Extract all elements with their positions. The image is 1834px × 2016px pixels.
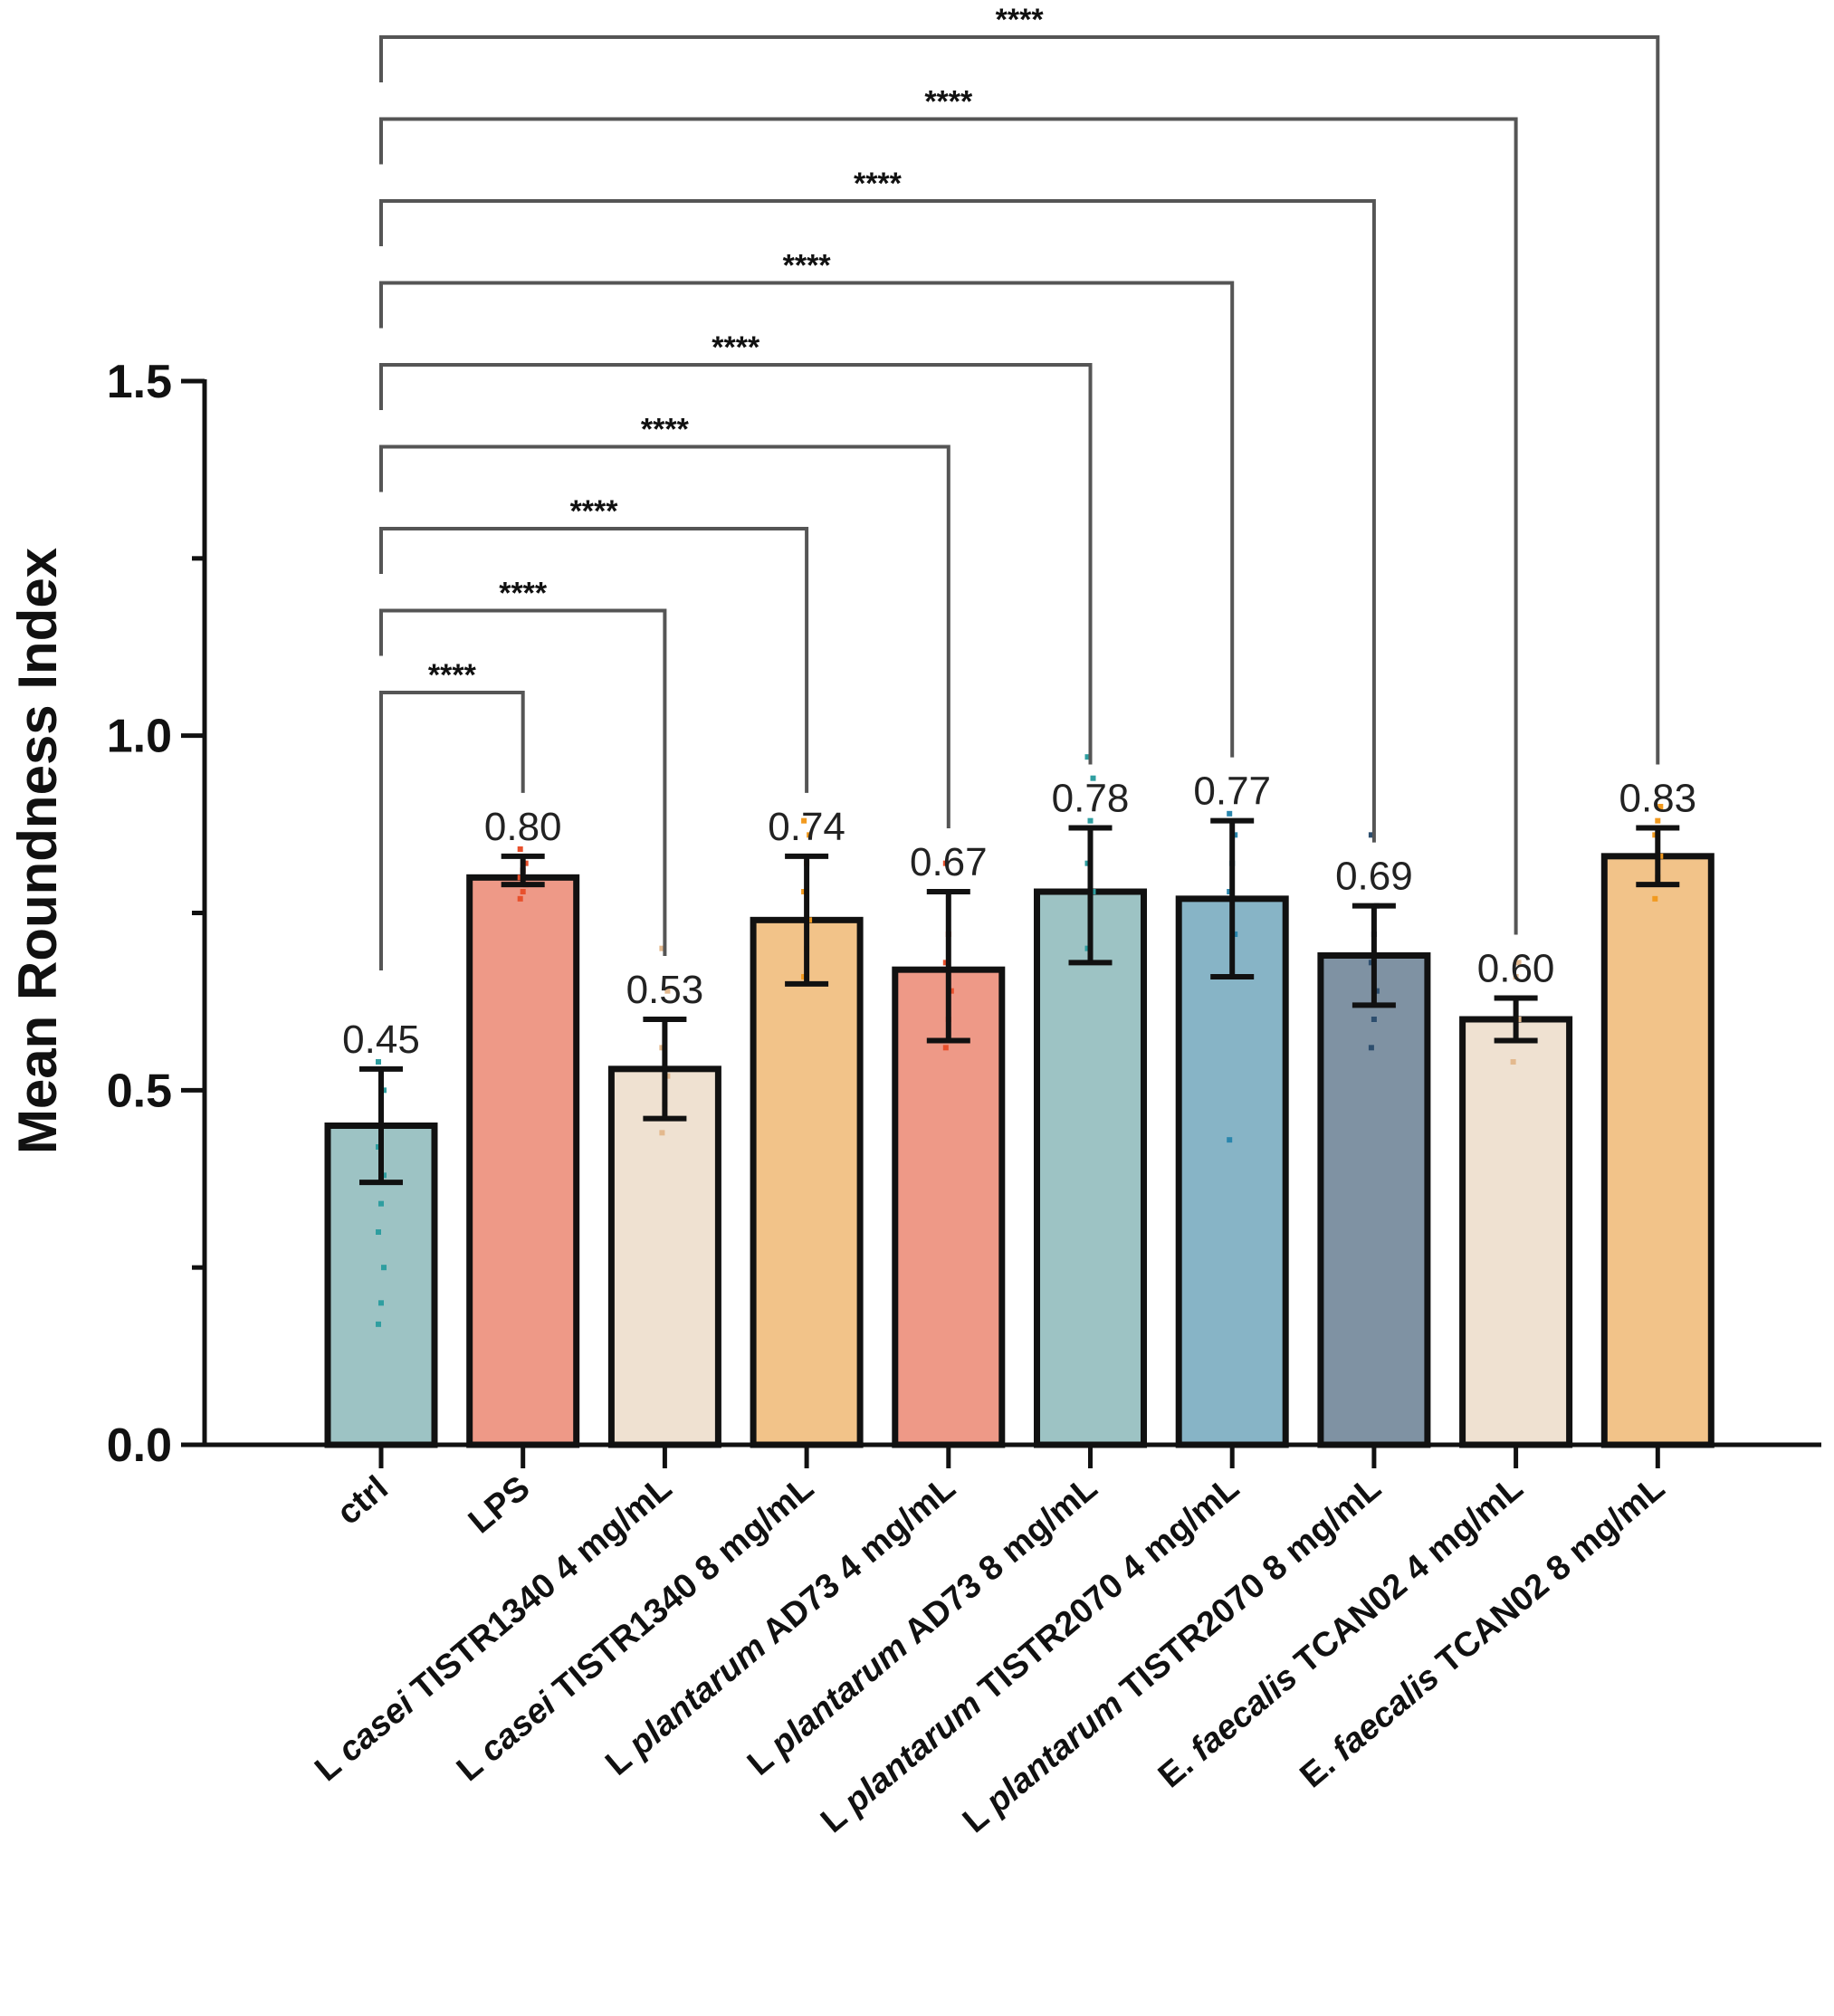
bar	[607, 1065, 721, 1448]
value-label: 0.53	[626, 968, 704, 1012]
value-label: 0.78	[1052, 777, 1130, 821]
significance-bracket	[379, 281, 1235, 758]
data-point	[517, 895, 523, 902]
bar	[1175, 895, 1289, 1448]
significance-label: ****	[641, 413, 690, 447]
data-point	[1368, 832, 1374, 838]
data-point	[942, 860, 949, 866]
significance-bracket	[379, 444, 950, 828]
significance-label: ****	[570, 494, 619, 529]
bar	[1459, 1016, 1573, 1448]
value-label: 0.80	[484, 805, 562, 849]
significance-label: ****	[854, 167, 903, 201]
data-point	[376, 1059, 381, 1065]
data-point	[381, 1265, 387, 1271]
plot-area: 0.0 0.5 1.0 1.5 0.45 0.80 0.53 0.74 0.67 0.78 0.77…	[107, 3, 1821, 1840]
data-point	[807, 832, 813, 838]
data-point	[376, 1321, 381, 1327]
significance-bracket	[379, 691, 525, 970]
data-point	[520, 889, 526, 894]
data-point	[517, 846, 523, 852]
data-point	[1368, 1045, 1374, 1051]
significance-label: ****	[996, 3, 1045, 37]
significance-bracket	[379, 527, 809, 793]
bar	[1600, 853, 1715, 1448]
y-axis-label: Mean Roundness Index	[7, 548, 68, 1154]
y-tick-label: 1.5	[107, 356, 172, 408]
bar	[750, 916, 864, 1448]
significance-label: ****	[499, 577, 548, 611]
x-tick-label: ctrl	[330, 1469, 395, 1533]
data-point	[664, 988, 671, 994]
bar	[1317, 952, 1431, 1448]
data-point	[1227, 1137, 1233, 1143]
significance-label: ****	[428, 658, 477, 693]
data-point	[801, 817, 807, 824]
data-point	[378, 1200, 384, 1207]
data-point	[1513, 974, 1519, 979]
data-point	[1652, 895, 1658, 902]
data-point	[1655, 817, 1661, 824]
significance-bracket	[379, 35, 1660, 765]
significance-bracket	[379, 199, 1376, 843]
data-point	[1087, 817, 1094, 824]
significance-bracket	[379, 608, 667, 956]
value-label: 0.77	[1193, 769, 1271, 814]
data-point	[942, 1045, 949, 1051]
data-point	[1515, 960, 1522, 966]
significance-label: ****	[783, 249, 832, 283]
value-label: 0.60	[1477, 947, 1555, 991]
bar	[1034, 888, 1147, 1448]
significance-label: ****	[712, 330, 760, 365]
value-label: 0.45	[342, 1018, 420, 1062]
value-label: 0.69	[1335, 855, 1413, 899]
data-point	[1510, 1059, 1516, 1065]
significance-bracket	[379, 363, 1093, 765]
significance-bracket	[379, 117, 1518, 935]
data-point	[659, 945, 665, 951]
value-label: 0.83	[1619, 777, 1696, 821]
bar	[466, 874, 580, 1448]
data-point	[378, 1300, 384, 1306]
data-point	[1084, 754, 1091, 760]
x-tick-label: LPS	[462, 1469, 538, 1542]
significance-label: ****	[924, 85, 973, 119]
value-label: 0.67	[910, 840, 988, 884]
data-point	[1227, 810, 1233, 817]
y-tick-label: 0.0	[107, 1419, 172, 1472]
value-label: 0.74	[768, 805, 845, 849]
data-point	[1371, 1017, 1377, 1022]
data-point	[659, 1130, 665, 1136]
data-point	[376, 1229, 381, 1235]
data-point	[1090, 775, 1096, 781]
data-point	[1657, 804, 1664, 809]
y-tick-label: 1.0	[107, 711, 172, 763]
y-tick-label: 0.5	[107, 1065, 172, 1117]
